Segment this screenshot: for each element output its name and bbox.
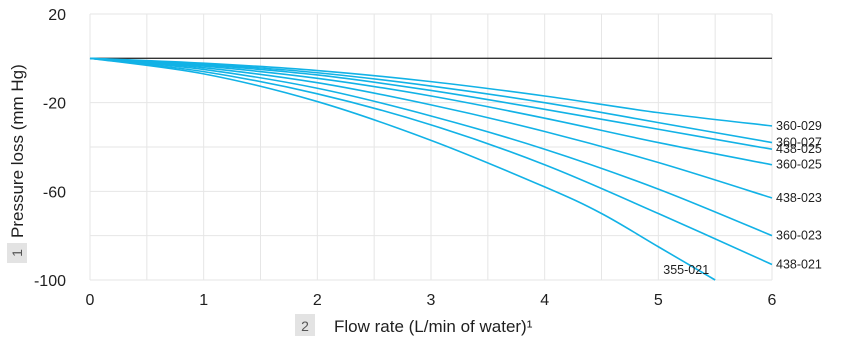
series-label-360-023: 360-023 (776, 229, 822, 243)
y-axis-label: Pressure loss (mm Hg) (8, 64, 27, 238)
x-axis-marker-badge (295, 314, 315, 336)
series-line-438-023 (89, 57, 773, 199)
y-tick-label: -20 (43, 96, 66, 113)
x-tick-label: 6 (768, 292, 777, 309)
series-line-360-027 (89, 57, 773, 144)
series-line-360-029 (89, 57, 773, 127)
series-line-438-021 (89, 57, 773, 266)
grid (89, 13, 773, 281)
series-lines (89, 57, 773, 281)
y-axis-title: 1 Pressure loss (mm Hg) (7, 64, 27, 263)
x-tick-label: 2 (313, 292, 322, 309)
series-label-355-021: 355-021 (663, 263, 709, 277)
y-tick-label: -100 (34, 273, 66, 290)
x-axis-title: 2 Flow rate (L/min of water)¹ (295, 314, 533, 336)
series-label-438-025: 438-025 (776, 142, 822, 156)
x-tick-label: 1 (199, 292, 208, 309)
x-tick-label: 3 (427, 292, 436, 309)
series-label-360-025: 360-025 (776, 158, 822, 172)
y-tick-label: 20 (48, 7, 66, 24)
x-axis-marker: 2 (301, 318, 309, 334)
y-axis-marker: 1 (9, 249, 25, 257)
series-line-438-025 (89, 57, 773, 151)
series-label-438-021: 438-021 (776, 257, 822, 271)
y-axis-marker-badge (7, 243, 27, 263)
x-tick-labels: 0 1 2 3 4 5 6 (86, 292, 777, 309)
x-tick-label: 5 (654, 292, 663, 309)
series-line-355-021 (89, 57, 716, 281)
series-label-438-023: 438-023 (776, 191, 822, 205)
y-tick-labels: 20 -20 -60 -100 (34, 7, 66, 290)
series-line-360-025 (89, 57, 773, 166)
y-tick-label: -60 (43, 184, 66, 201)
series-label-360-027: 360-027 (776, 136, 822, 150)
x-axis-label: Flow rate (L/min of water)¹ (334, 317, 533, 336)
x-tick-label: 0 (86, 292, 95, 309)
x-tick-label: 4 (540, 292, 549, 309)
series-line-360-023 (89, 57, 773, 237)
series-label-360-029: 360-029 (776, 119, 822, 133)
